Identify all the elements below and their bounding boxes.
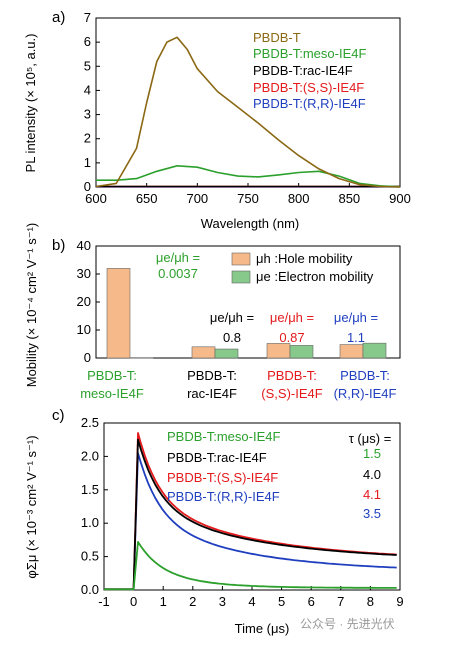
panel-c-xtick-label: 6 [308,594,315,609]
panel-c-series-line [104,438,397,591]
panel-c-xtick-label: 0 [130,594,137,609]
panel-b-ratio-value: 0.87 [279,330,304,345]
panel-b-bar [266,343,291,359]
panel-b-ytick-label: 40 [77,238,91,253]
panel-c-xtick-label: 3 [219,594,226,609]
panel-a-xlabel: Wavelength (nm) [201,216,300,231]
panel-a-legend-entry: PBDB-T:(R,R)-IE4F [253,96,366,111]
panel-b-bar [106,268,131,359]
panel-c-xtick-label: 8 [367,594,374,609]
panel-b-bar [214,348,239,359]
panel-b-category-label: (S,S)-IE4F [261,386,322,401]
panel-c-legend-entry: PBDB-T:(R,R)-IE4F [167,489,280,504]
panel-a-ytick-label: 2 [84,131,91,146]
panel-c-xtick-label: 9 [396,594,403,609]
panel-c-ytick-label: 0.0 [81,582,99,597]
panel-b-tag: b) [52,237,65,254]
panel-a-xtick-label: 650 [136,191,158,206]
watermark: 公众号 · 先进光伏 [300,617,395,631]
panel-c-ytick-label: 0.5 [81,549,99,564]
panel-b-category-label: (R,R)-IE4F [334,386,397,401]
panel-a-ytick-label: 0 [84,179,91,194]
panel-b: b) Mobility (× 10⁻⁴ cm² V⁻¹ s⁻¹) 0 10 20 30… [24,223,401,401]
panel-a-legend-entry: PBDB-T:rac-IE4F [253,63,353,78]
panel-b-category-label: meso-IE4F [80,386,144,401]
panel-a-ytick-label: 3 [84,107,91,122]
panel-c-xtick-label: 7 [337,594,344,609]
panel-b-ratio-value: 0.0037 [158,266,198,281]
panel-b-legend-swatch [231,252,251,266]
panel-b-ratio-value: 0.8 [223,330,241,345]
panel-b-bar [339,344,364,359]
panel-a-xtick-label: 850 [338,191,360,206]
panel-b-ratio-label: μe/μh = [334,310,378,325]
panel-a-xtick-label: 800 [288,191,310,206]
panel-c-ytick-label: 1.5 [81,482,99,497]
panel-b-category-label: PBDB-T: [187,368,237,383]
panel-a-ytick-label: 6 [84,34,91,49]
panel-b-ytick-label: 10 [77,322,91,337]
panel-a-xtick-label: 700 [186,191,208,206]
panel-b-legend-swatch [231,270,251,284]
panel-a-ytick-label: 4 [84,82,91,97]
panel-c-tau-value: 4.0 [363,467,381,482]
panel-c-legend-entry: PBDB-T:meso-IE4F [167,429,280,444]
panel-c-ytick-label: 1.0 [81,515,99,530]
panel-c-tau-value: 4.1 [363,487,381,502]
panel-a-legend-entry: PBDB-T:(S,S)-IE4F [253,80,364,95]
panel-b-ytick-label: 30 [77,266,91,281]
panel-b-ytick-label: 0 [84,350,91,365]
panel-b-bar [362,342,387,359]
panel-b-category-label: PBDB-T: [267,368,317,383]
panel-a-xtick-label: 900 [389,191,411,206]
panel-c-tag: c) [52,407,65,424]
panel-a-ytick-label: 5 [84,58,91,73]
panel-b-category-label: PBDB-T: [87,368,137,383]
panel-b-bar [191,346,216,359]
panel-c-xtick-label: 1 [160,594,167,609]
panel-b-legend-label: μe :Electron mobility [256,269,374,284]
panel-c-tau-header: τ (μs) = [349,431,392,446]
panel-a-xtick-label: 600 [85,191,107,206]
panel-a-ylabel: PL intensity (× 10⁵, a.u.) [23,34,38,173]
panel-c-ytick-label: 2.0 [81,448,99,463]
panel-c-xtick-label: -1 [98,594,110,609]
panel-b-ratio-label: μe/μh = [270,310,314,325]
panel-c-xtick-label: 5 [278,594,285,609]
panel-c-ytick-label: 2.5 [81,415,99,430]
panel-a: a) PL intensity (× 10⁵, a.u.) Wavelength… [23,9,411,231]
panel-a-legend-entry: PBDB-T [253,30,301,45]
panel-c: c) φΣμ (× 10⁻³ cm² V⁻¹ s⁻¹) Time (μs) -1… [24,407,404,636]
panel-c-legend-entry: PBDB-T:(S,S)-IE4F [167,470,278,485]
panel-b-bar [289,345,314,359]
panel-b-ylabel: Mobility (× 10⁻⁴ cm² V⁻¹ s⁻¹) [24,223,39,388]
panel-a-series-line [96,165,401,188]
panel-c-xtick-label: 4 [248,594,255,609]
panel-b-bar [129,357,154,359]
panel-c-tau-value: 1.5 [363,446,381,461]
panel-b-category-label: rac-IE4F [187,386,237,401]
panel-c-xtick-label: 2 [189,594,196,609]
panel-b-ratio-value: 1.1 [347,330,365,345]
panel-a-legend-entry: PBDB-T:meso-IE4F [253,46,366,61]
panel-a-series-line [95,36,401,188]
panel-c-xlabel: Time (μs) [235,621,290,636]
panel-b-ratio-label: μe/μh = [156,250,200,265]
panel-a-tag: a) [52,9,65,26]
panel-a-ytick-label: 1 [84,155,91,170]
panel-b-ratio-label: μe/μh = [210,310,254,325]
panel-a-ytick-label: 7 [84,10,91,25]
panel-b-category-label: PBDB-T: [340,368,390,383]
panel-b-legend-label: μh :Hole mobility [256,251,353,266]
panel-c-series-line [104,452,397,591]
panel-c-series-line [104,541,397,591]
panel-c-ylabel: φΣμ (× 10⁻³ cm² V⁻¹ s⁻¹) [24,435,39,578]
panel-c-legend-entry: PBDB-T:rac-IE4F [167,450,267,465]
panel-b-ytick-label: 20 [77,294,91,309]
panel-c-tau-value: 3.5 [363,506,381,521]
panel-a-xtick-label: 750 [237,191,259,206]
